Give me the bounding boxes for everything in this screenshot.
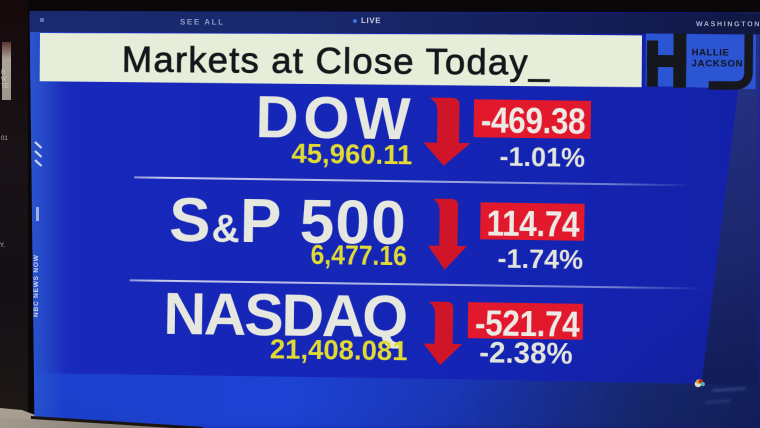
svg-text:JACKSON: JACKSON [692,58,744,69]
svg-text:HALLIE: HALLIE [692,47,730,58]
